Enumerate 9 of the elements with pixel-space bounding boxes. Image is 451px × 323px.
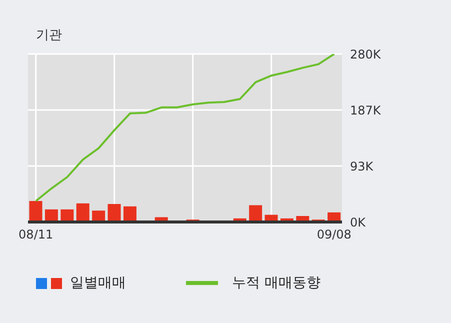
y-tick-label: 93K	[350, 159, 374, 174]
x-tick-label: 08/11	[18, 228, 54, 242]
y-tick-label: 280K	[350, 47, 382, 62]
legend-label: 누적 매매동향	[232, 274, 320, 292]
y-tick-label: 187K	[350, 103, 382, 118]
y-tick-label: 0K	[350, 215, 367, 230]
chart-title: 기관	[36, 27, 62, 44]
x-tick-label: 09/08	[316, 228, 352, 242]
legend-label: 일별매매	[70, 274, 126, 292]
